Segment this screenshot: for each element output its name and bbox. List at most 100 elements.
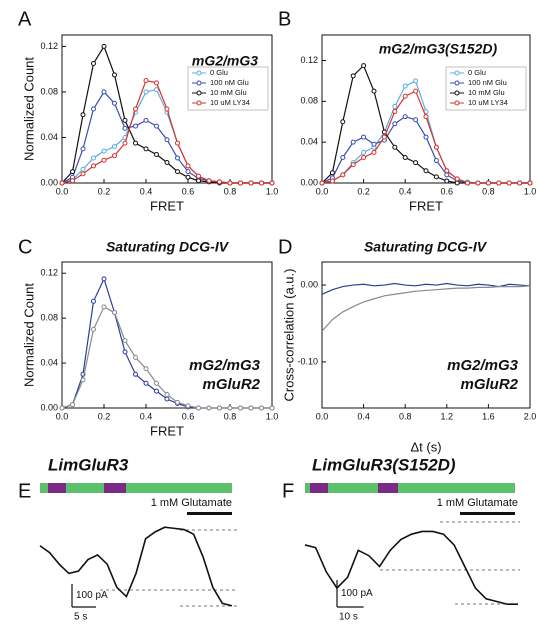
data-point — [164, 160, 170, 166]
x-tick-label: 0.2 — [98, 411, 111, 421]
annotation: 1 mM Glutamate — [151, 497, 232, 509]
y-tick-label: 0.08 — [300, 96, 318, 106]
data-point — [185, 163, 191, 169]
y-tick-label: 0.00 — [40, 402, 58, 412]
data-point — [122, 338, 128, 344]
data-point — [392, 144, 398, 150]
legend-marker — [454, 80, 460, 86]
data-point — [154, 380, 159, 386]
x-tick-label: 0.0 — [316, 186, 329, 196]
plot-frame — [321, 34, 531, 184]
data-point — [454, 176, 460, 182]
data-point — [80, 166, 86, 172]
data-point — [175, 399, 180, 405]
annotation: 1 mM Glutamate — [437, 497, 518, 509]
data-point — [164, 392, 170, 398]
legend-box — [187, 66, 269, 111]
legend-label: mGluR2 — [460, 376, 518, 393]
x-axis-label: FRET — [150, 198, 184, 213]
data-point — [112, 310, 117, 316]
data-point — [392, 121, 398, 127]
data-point — [361, 149, 367, 155]
data-point — [133, 106, 138, 112]
legend-label: 10 uM LY34 — [210, 98, 250, 107]
y-axis-label: Normalized Count — [21, 283, 36, 387]
data-point — [91, 163, 96, 169]
y-tick-label: -0.10 — [297, 356, 318, 366]
data-point — [143, 78, 149, 84]
legend-marker — [196, 70, 202, 76]
stimulus-bar — [40, 483, 232, 515]
x-tick-label: 0.2 — [357, 186, 370, 196]
x-tick-label: 0.8 — [224, 186, 237, 196]
data-point — [91, 326, 96, 332]
data-point — [101, 43, 107, 49]
data-point — [350, 73, 356, 79]
scale-label-x: 5 s — [74, 612, 87, 623]
panel-title: Saturating DCG-IV — [364, 239, 488, 255]
panel-title: Saturating DCG-IV — [106, 239, 230, 255]
x-axis-label: Δt (s) — [410, 439, 441, 454]
panel-letter: E — [18, 480, 31, 502]
data-point — [122, 140, 128, 146]
data-point — [269, 180, 275, 186]
x-tick-label: 1.0 — [524, 186, 537, 196]
data-point — [91, 155, 96, 161]
data-point — [112, 100, 117, 106]
data-point — [122, 349, 128, 355]
data-point — [340, 154, 346, 160]
data-point — [371, 149, 377, 155]
y-tick-label: 0.08 — [40, 313, 58, 323]
data-point — [91, 106, 96, 112]
current-trace — [39, 526, 233, 607]
y-axis-label: Cross-correlation (a.u.) — [281, 269, 296, 402]
data-point — [392, 103, 398, 109]
y-axis-label: Normalized Count — [21, 57, 36, 161]
data-point — [350, 139, 356, 145]
data-point — [154, 87, 159, 93]
data-point — [175, 169, 180, 175]
data-point — [101, 157, 107, 163]
x-tick-label: 0.6 — [182, 411, 195, 421]
data-point — [133, 123, 138, 129]
data-point — [143, 117, 149, 123]
scale-label-y: 100 pA — [341, 588, 373, 599]
data-point — [227, 405, 233, 411]
data-point — [423, 134, 429, 140]
x-tick-label: 0.0 — [316, 411, 329, 421]
data-point — [413, 160, 419, 166]
legend-label: mGluR2 — [202, 376, 260, 393]
panel-title: mG2/mG3 — [192, 53, 258, 69]
plot-frame — [61, 261, 273, 409]
x-tick-label: 1.2 — [441, 411, 454, 421]
data-point — [350, 162, 356, 168]
data-point — [143, 380, 149, 386]
legend-label: 100 nM Glu — [210, 78, 249, 87]
data-point — [413, 78, 419, 84]
data-point — [143, 89, 149, 95]
data-point — [164, 396, 170, 402]
legend-marker — [454, 100, 460, 106]
data-point — [413, 88, 419, 94]
legend-label: 10 mM Glu — [210, 88, 247, 97]
panel-letter: B — [278, 8, 291, 30]
data-point — [444, 172, 450, 178]
x-tick-label: 0.2 — [98, 186, 111, 196]
data-point — [196, 405, 201, 411]
panel-title: LimGluR3 — [48, 455, 129, 474]
y-tick-label: 0.00 — [300, 177, 318, 187]
data-point — [433, 144, 439, 150]
data-point — [133, 140, 138, 146]
data-point — [101, 304, 107, 310]
y-tick-label: 0.00 — [300, 279, 318, 289]
data-point — [475, 180, 481, 186]
data-point — [154, 388, 159, 394]
legend-label: mG2/mG3 — [447, 357, 519, 374]
data-point — [154, 123, 159, 129]
data-point — [122, 117, 128, 123]
panel-letter: D — [278, 236, 292, 258]
data-point — [259, 180, 264, 186]
data-point — [402, 154, 408, 160]
legend-marker — [196, 90, 202, 96]
